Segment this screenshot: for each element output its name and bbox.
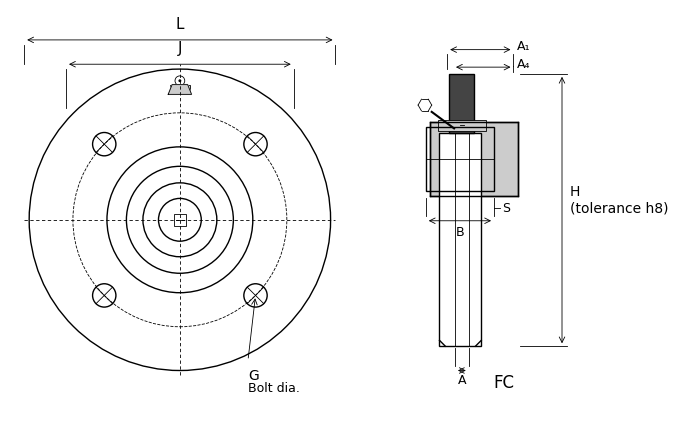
Circle shape (179, 79, 181, 82)
Bar (438, 120, 486, 131)
Text: FC: FC (493, 374, 514, 392)
Text: A: A (458, 374, 466, 388)
Bar (426, 128, 494, 191)
Bar (440, 133, 482, 346)
Text: B: B (455, 226, 464, 238)
Text: J: J (178, 42, 182, 57)
Text: L: L (176, 17, 184, 32)
Bar (174, 214, 185, 226)
Polygon shape (168, 85, 192, 94)
Text: A₄: A₄ (517, 58, 531, 71)
Bar (449, 74, 475, 133)
Text: H
(tolerance h8): H (tolerance h8) (570, 185, 668, 215)
Bar (170, 85, 190, 94)
Text: Bolt dia.: Bolt dia. (248, 382, 300, 395)
Text: G: G (248, 368, 259, 383)
Bar (430, 122, 518, 196)
Text: S: S (502, 201, 510, 215)
Text: A₁: A₁ (517, 40, 531, 53)
Circle shape (175, 76, 185, 85)
